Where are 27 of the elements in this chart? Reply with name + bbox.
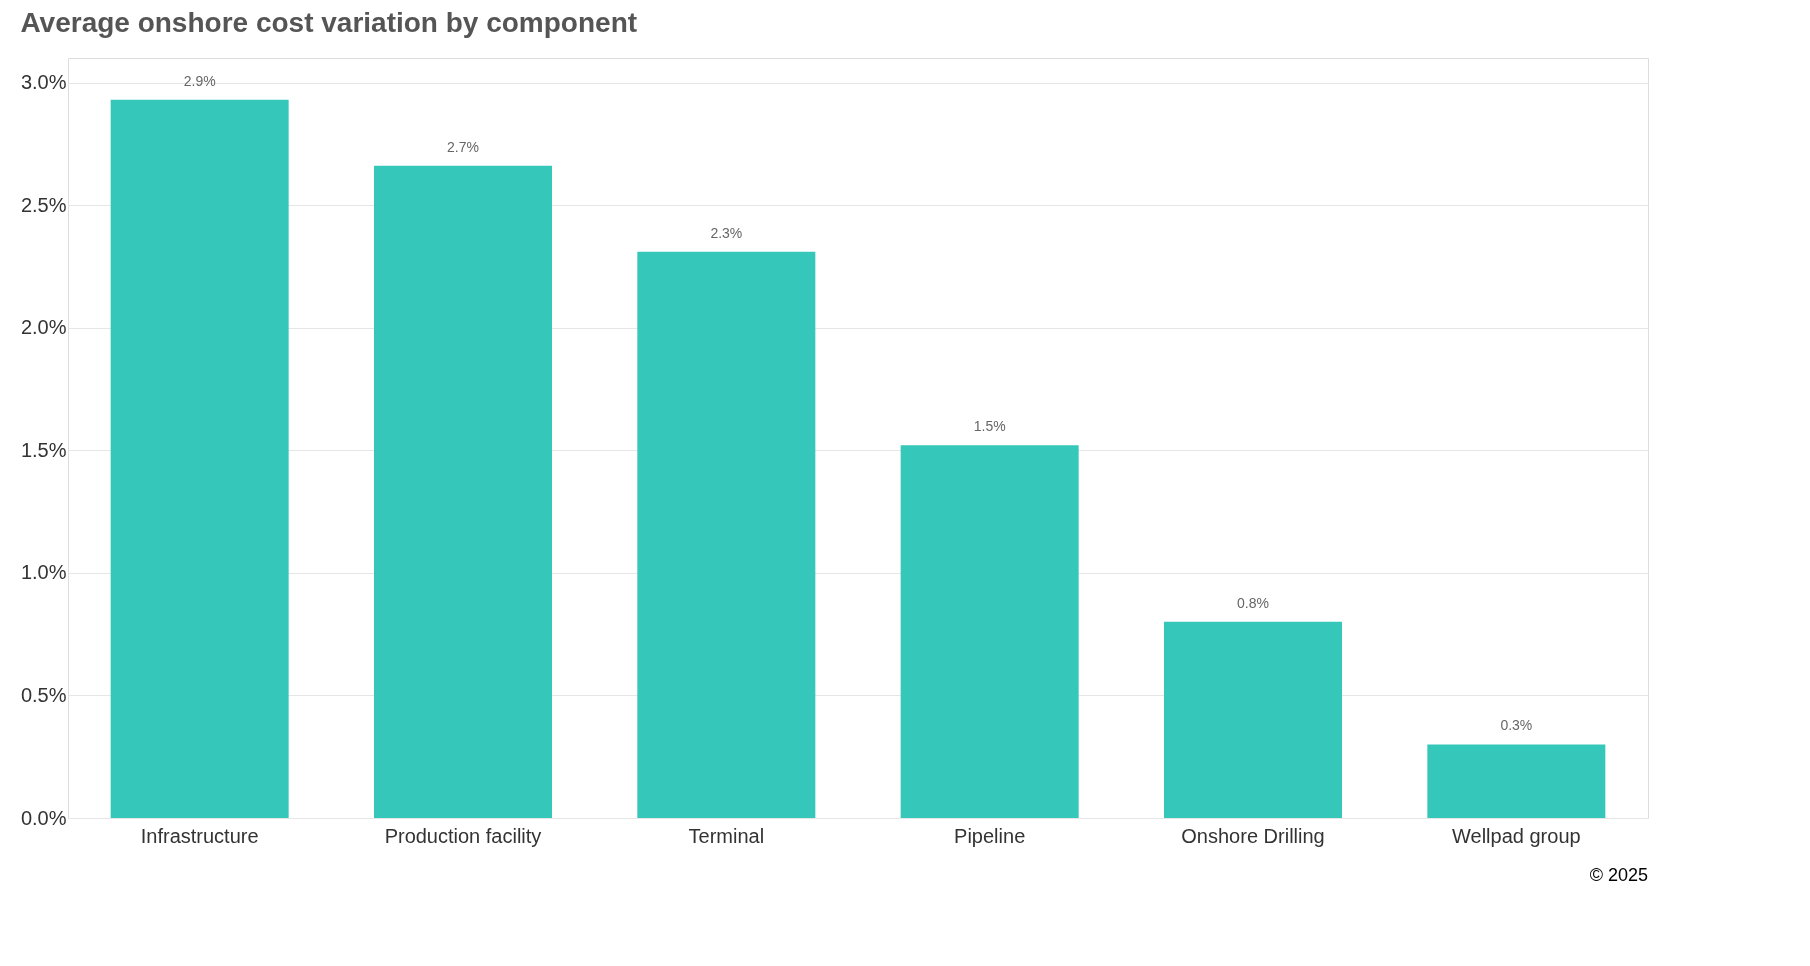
x-tick-label: Terminal	[688, 824, 765, 847]
y-tick-label: 0.5%	[20, 683, 67, 706]
data-label: 2.3%	[710, 224, 743, 241]
x-tick-label: Infrastructure	[140, 824, 259, 847]
bar	[1164, 621, 1342, 818]
data-label: 0.3%	[1500, 717, 1533, 734]
y-tick-label: 1.5%	[20, 438, 67, 461]
text: © 2025	[1589, 865, 1648, 885]
bar	[1427, 744, 1606, 818]
bar	[374, 165, 552, 818]
data-label: 1.5%	[973, 418, 1006, 435]
y-tick-label: 3.0%	[20, 71, 67, 94]
data-label: 0.8%	[1237, 594, 1269, 611]
chart-title: Average onshore cost variation by component	[20, 7, 638, 38]
data-label: 2.9%	[183, 72, 216, 89]
bar	[110, 99, 289, 818]
y-tick-label: 1.0%	[20, 561, 67, 584]
bar	[900, 445, 1079, 818]
y-tick-label: 2.5%	[20, 193, 67, 216]
x-tick-label: Pipeline	[954, 824, 1026, 847]
x-tick-label: Wellpad group	[1452, 824, 1581, 847]
y-tick-label: 0.0%	[20, 806, 67, 829]
x-tick-label: Onshore Drilling	[1181, 824, 1325, 847]
data-label: 2.7%	[447, 138, 479, 155]
x-tick-label: Production facility	[384, 824, 542, 847]
y-tick-label: 2.0%	[20, 316, 67, 339]
bar	[637, 251, 816, 818]
